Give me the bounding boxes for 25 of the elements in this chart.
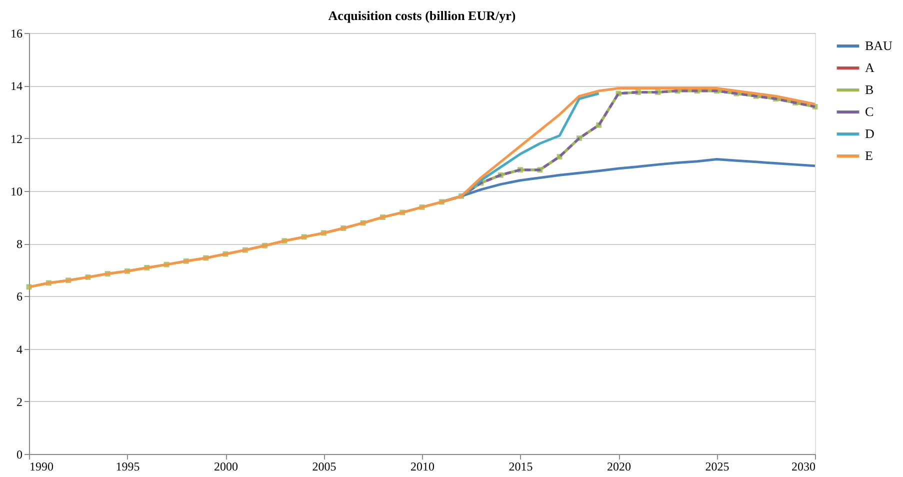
- y-tick-label: 0: [16, 448, 22, 462]
- x-tick-label: 1995: [116, 460, 140, 474]
- y-tick-label: 10: [10, 184, 22, 198]
- x-tick-label: 1990: [30, 460, 54, 474]
- legend-label: D: [865, 126, 874, 141]
- x-tick-label: 2020: [607, 460, 631, 474]
- y-tick-label: 2: [16, 394, 22, 409]
- y-tick-label: 8: [16, 237, 22, 251]
- legend-label: A: [865, 60, 875, 75]
- legend-label: B: [865, 82, 874, 97]
- y-tick-label: 14: [10, 79, 22, 94]
- x-tick-label: 2000: [214, 460, 238, 474]
- x-tick-label: 2010: [410, 460, 434, 474]
- x-tick-label: 2025: [705, 460, 730, 474]
- y-tick-label: 6: [16, 290, 22, 304]
- y-tick-label: 12: [10, 132, 22, 146]
- x-tick-label: 2015: [508, 460, 533, 474]
- legend-label: BAU: [865, 38, 894, 53]
- x-tick-label: 2005: [312, 460, 336, 474]
- y-tick-label: 16: [10, 26, 22, 40]
- chart-title: Acquisition costs (billion EUR/yr): [328, 8, 516, 23]
- legend-label: C: [865, 104, 874, 119]
- x-tick-label: 2030: [792, 460, 816, 474]
- legend-label: E: [865, 148, 873, 163]
- y-tick-label: 4: [16, 342, 22, 356]
